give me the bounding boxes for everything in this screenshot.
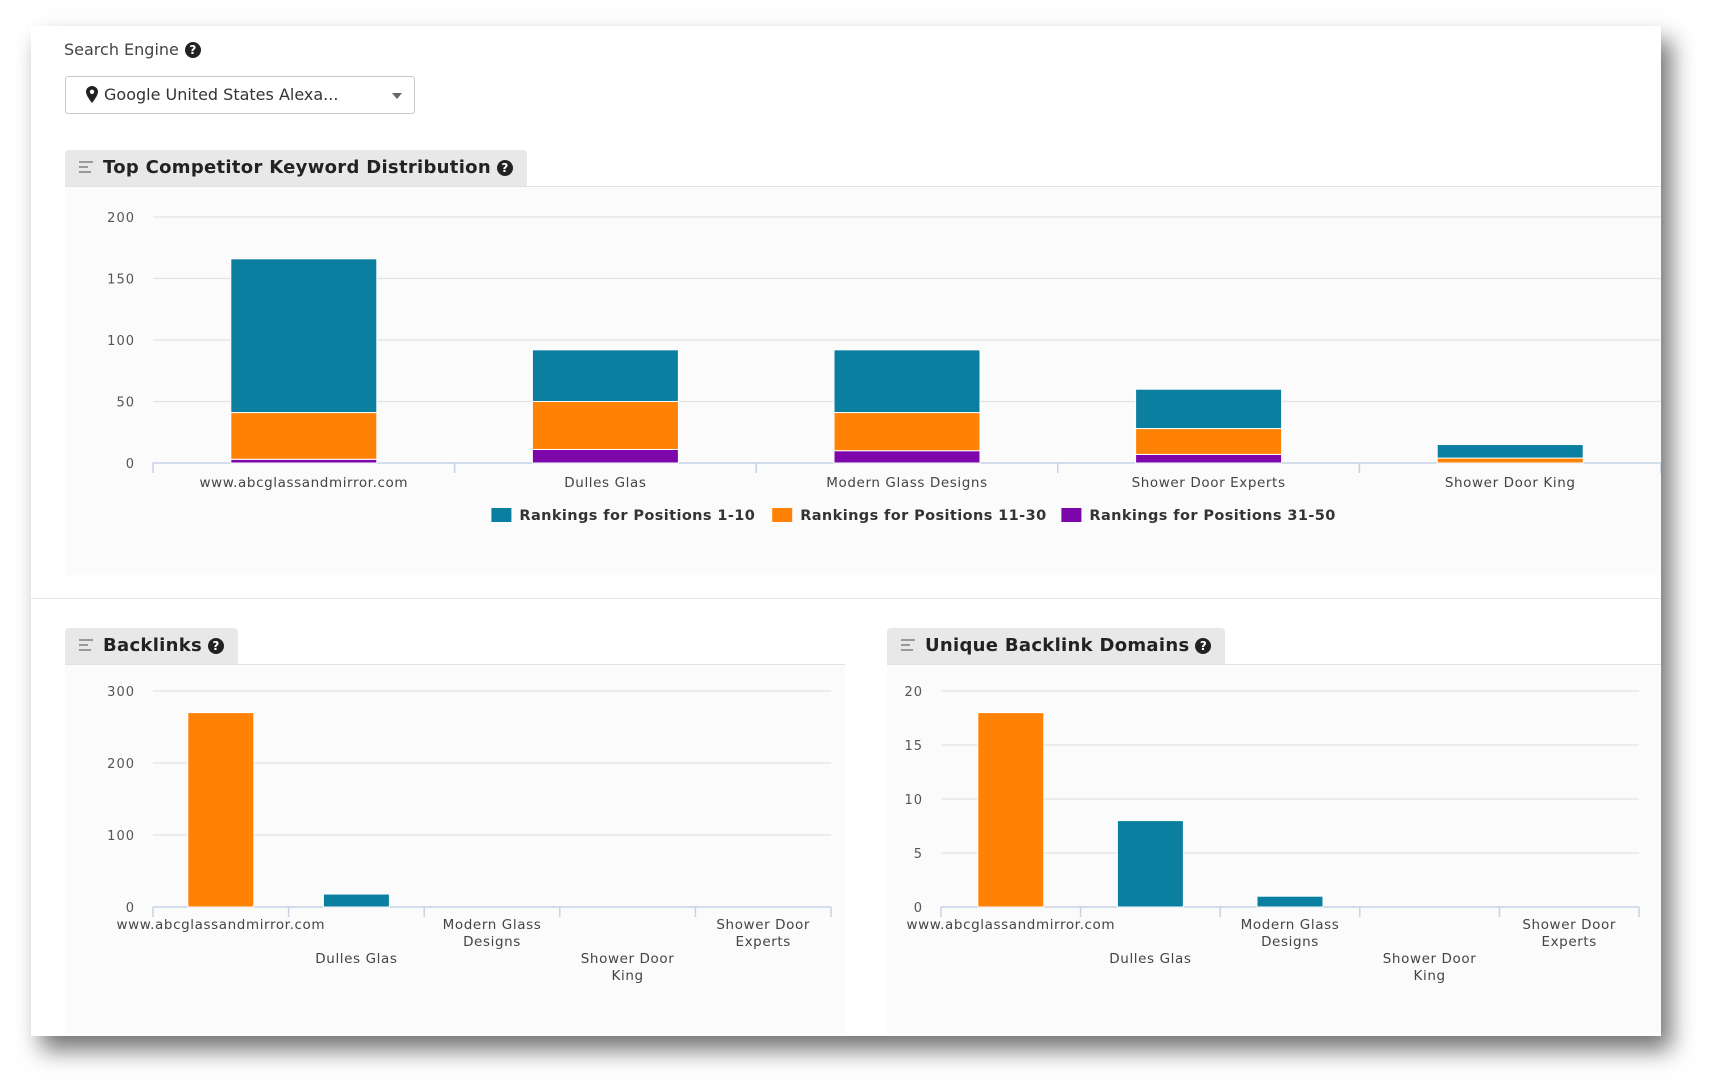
backlinks-panel-tab: Backlinks?: [65, 628, 239, 664]
bar-rankings-for-positions-1-10-shower-door-experts: [1135, 388, 1283, 430]
y-tick-label: 15: [904, 739, 923, 754]
x-tick-label: Shower Door Experts: [1132, 475, 1286, 491]
backlinks-panel-rule: [65, 664, 845, 665]
competitor-report-panel: Search Engine? Google United States Alex…: [31, 26, 1661, 1036]
bar-rankings-for-positions-1-10-modern-glass-designs: [833, 349, 981, 414]
x-tick-label: Modern Glass Designs: [826, 475, 987, 491]
backlinks-panel-title: Backlinks: [103, 635, 203, 656]
chart-bar-icon: [79, 161, 93, 175]
bar-rankings-for-positions-31-50-www-abcglassandmirror-com: [230, 458, 378, 464]
legend-label: Rankings for Positions 11-30: [800, 508, 1046, 524]
question-circle-icon[interactable]: ?: [208, 638, 225, 654]
section-divider: [31, 598, 1661, 599]
bar-rankings-for-positions-11-30-www-abcglassandmirror-com: [230, 412, 378, 460]
y-tick-label: 5: [914, 847, 923, 862]
chart-bar-icon: [901, 639, 915, 653]
question-circle-icon[interactable]: ?: [184, 42, 201, 58]
x-tick-label: Modern Glass Designs: [443, 917, 542, 950]
x-tick-label: Shower Door King: [1445, 475, 1576, 491]
distribution-panel-rule: [65, 186, 1661, 187]
legend-label: Rankings for Positions 1-10: [519, 508, 755, 524]
bar-rankings-for-positions-1-10-dulles-glas: [531, 349, 679, 402]
search-engine-label-text: Search Engine: [64, 40, 179, 59]
bar-rankings-for-positions-1-10-www-abcglassandmirror-com: [230, 258, 378, 414]
bar-dulles-glas: [322, 893, 390, 908]
legend-swatch: [1061, 508, 1082, 522]
search-engine-selected-value: Google United States Alexa...: [104, 85, 339, 104]
distribution-panel-tab: Top Competitor Keyword Distribution?: [65, 150, 527, 186]
x-tick-label: Dulles Glas: [564, 475, 646, 491]
search-engine-label: Search Engine?: [64, 40, 201, 59]
question-circle-icon[interactable]: ?: [1195, 638, 1212, 654]
legend-swatch: [491, 508, 512, 522]
domains-panel-title: Unique Backlink Domains: [925, 635, 1190, 656]
distribution-chart-area: 0 50 100 150 200 www.abcglassandmirror.com Dul…: [65, 187, 1661, 575]
bar-dulles-glas: [1116, 820, 1184, 908]
distribution-panel-title: Top Competitor Keyword Distribution: [103, 157, 491, 178]
chevron-down-icon: [392, 93, 402, 99]
backlinks-chart-area: 0 100 200 300 www.abcglassandmirror.com Dulle…: [65, 665, 845, 1033]
bar-rankings-for-positions-1-10-shower-door-king: [1436, 444, 1584, 459]
x-tick-label: Shower Door King: [581, 951, 675, 984]
domains-panel-rule: [887, 664, 1661, 665]
map-marker-icon: [86, 86, 98, 103]
x-tick-label: www.abcglassandmirror.com: [116, 917, 325, 933]
y-tick-label: 20: [904, 685, 923, 700]
y-tick-label: 0: [126, 901, 135, 916]
x-tick-label: Shower Door King: [1383, 951, 1477, 984]
bar-rankings-for-positions-11-30-dulles-glas: [531, 401, 679, 450]
x-tick-label: Dulles Glas: [1109, 951, 1191, 967]
x-tick-label: www.abcglassandmirror.com: [199, 475, 408, 491]
bar-www-abcglassandmirror-com: [187, 712, 255, 908]
bar-rankings-for-positions-31-50-shower-door-experts: [1135, 453, 1283, 464]
question-circle-icon[interactable]: ?: [496, 160, 513, 176]
domains-panel-tab: Unique Backlink Domains?: [887, 628, 1226, 664]
x-tick-label: Dulles Glas: [315, 951, 397, 967]
backlinks-chart: 0 100 200 300 www.abcglassandmirror.com Dulle…: [107, 685, 832, 984]
y-tick-label: 100: [107, 829, 135, 844]
bar-rankings-for-positions-11-30-shower-door-king: [1436, 457, 1584, 464]
y-tick-label: 300: [107, 685, 135, 700]
x-tick-label: www.abcglassandmirror.com: [906, 917, 1115, 933]
x-tick-label: Shower Door Experts: [716, 917, 810, 950]
y-tick-label: 0: [914, 901, 923, 916]
y-tick-label: 200: [107, 211, 135, 226]
bar-rankings-for-positions-11-30-shower-door-experts: [1135, 428, 1283, 455]
bar-www-abcglassandmirror-com: [977, 712, 1045, 908]
domains-chart-area: 0 5 10 15 20 www.abcglassandmirror.com Dulles …: [887, 665, 1661, 1033]
distribution-chart: 0 50 100 150 200 www.abcglassandmirror.com Dul…: [107, 211, 1661, 524]
x-tick-label: Shower Door Experts: [1522, 917, 1616, 950]
legend-label: Rankings for Positions 31-50: [1089, 508, 1335, 524]
bar-rankings-for-positions-31-50-modern-glass-designs: [833, 450, 981, 464]
bar-rankings-for-positions-31-50-dulles-glas: [531, 448, 679, 464]
x-tick-label: Modern Glass Designs: [1241, 917, 1340, 950]
bar-modern-glass-designs: [1256, 895, 1324, 908]
domains-chart: 0 5 10 15 20 www.abcglassandmirror.com Dulles …: [904, 685, 1640, 984]
legend-swatch: [772, 508, 793, 522]
y-tick-label: 100: [107, 334, 135, 349]
y-tick-label: 200: [107, 757, 135, 772]
chart-bar-icon: [79, 639, 93, 653]
y-tick-label: 10: [904, 793, 923, 808]
search-engine-select[interactable]: Google United States Alexa...: [65, 76, 415, 114]
bar-rankings-for-positions-11-30-modern-glass-designs: [833, 412, 981, 452]
y-tick-label: 50: [116, 396, 135, 411]
y-tick-label: 150: [107, 273, 135, 288]
y-tick-label: 0: [126, 457, 135, 472]
